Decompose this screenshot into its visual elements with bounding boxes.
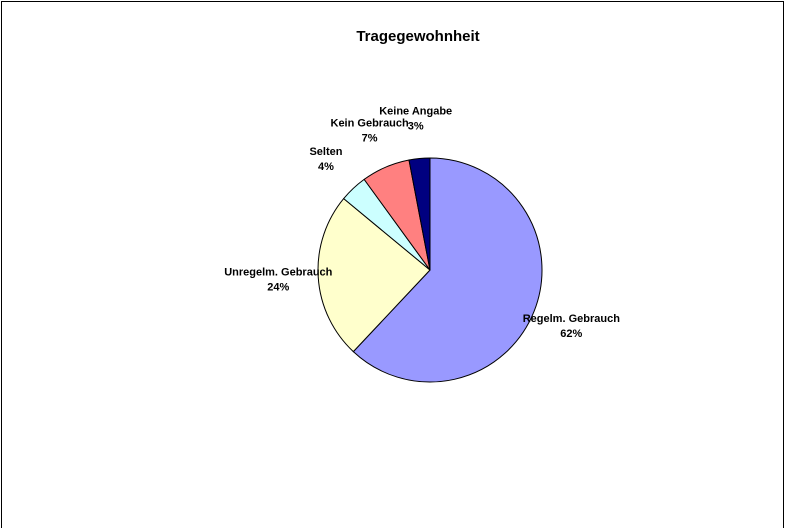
slice-value-label: 7%	[362, 132, 378, 144]
slice-value-label: 24%	[267, 281, 289, 293]
slice-value-label: 62%	[560, 328, 582, 340]
slice-label: Kein Gebrauch	[331, 117, 410, 129]
slice-label: Unregelm. Gebrauch	[224, 266, 332, 278]
pie-slice	[408, 157, 431, 271]
slice-label: Regelm. Gebrauch	[523, 313, 620, 325]
slice-label: Selten	[309, 146, 342, 158]
pie-slice	[352, 157, 543, 383]
slice-label: Keine Angabe	[379, 106, 452, 118]
pie-slice	[317, 197, 431, 353]
slice-value-label: 3%	[408, 121, 424, 133]
slice-value-label: 4%	[318, 161, 334, 173]
chart-title: Tragegewohnheit	[356, 28, 479, 45]
